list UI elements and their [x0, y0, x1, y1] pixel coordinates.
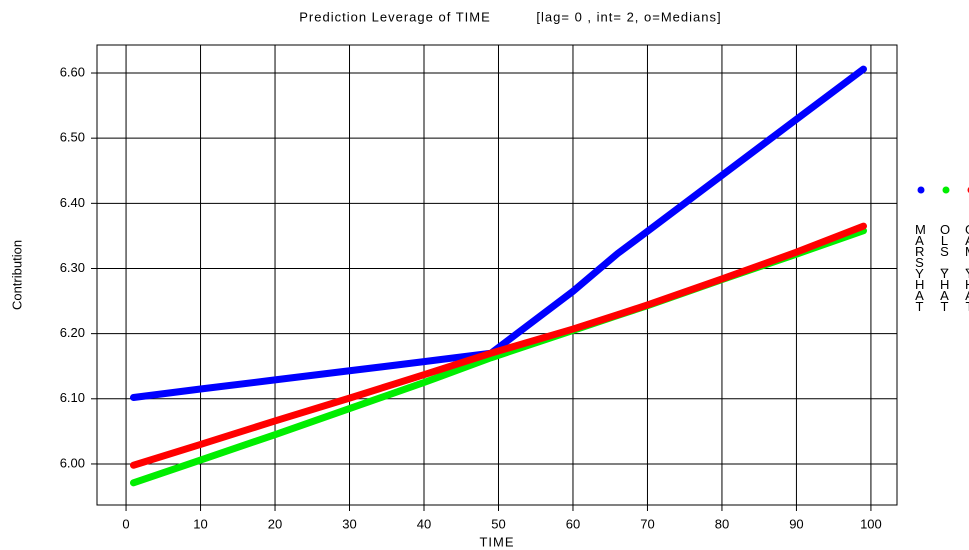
- y-tick-label: 6.10: [60, 390, 85, 405]
- y-tick-label: 6.30: [60, 260, 85, 275]
- x-tick-label: 0: [122, 516, 129, 531]
- legend-label: MARSYHAT: [915, 224, 926, 314]
- legend-entry: OLS_YHAT: [940, 224, 951, 314]
- x-tick-label: 90: [789, 516, 803, 531]
- x-tick-label: 40: [417, 516, 431, 531]
- legend-entry: MARSYHAT: [915, 224, 926, 314]
- y-axis-label: Contribution: [9, 240, 24, 310]
- x-tick-label: 70: [640, 516, 654, 531]
- y-tick-label: 6.20: [60, 325, 85, 340]
- x-tick-label: 10: [193, 516, 207, 531]
- x-tick-label: 60: [566, 516, 580, 531]
- x-tick-label: 50: [491, 516, 505, 531]
- series-line: [129, 65, 867, 401]
- y-tick-label: 6.40: [60, 195, 85, 210]
- x-tick-label: 100: [860, 516, 882, 531]
- legend-marker: [917, 186, 925, 194]
- x-tick-label: 20: [268, 516, 282, 531]
- y-tick-label: 6.60: [60, 64, 85, 79]
- x-tick-label: 30: [342, 516, 356, 531]
- chart-title: Prediction Leverage of TIME: [299, 9, 491, 24]
- plot-frame: [96, 44, 898, 506]
- chart-subtitle: [lag= 0 , int= 2, o=Medians]: [536, 9, 721, 24]
- y-tick-label: 6.00: [60, 455, 85, 470]
- y-tick-label: 6.50: [60, 130, 85, 145]
- legend-marker: [942, 186, 950, 194]
- legend-entry: GAM_YHAT: [965, 224, 969, 313]
- x-axis-label: TIME: [479, 534, 514, 549]
- legend-label: OLS_YHAT: [940, 224, 951, 314]
- legend-label: GAM_YHAT: [965, 224, 969, 313]
- series-line: [129, 222, 867, 469]
- x-tick-label: 80: [715, 516, 729, 531]
